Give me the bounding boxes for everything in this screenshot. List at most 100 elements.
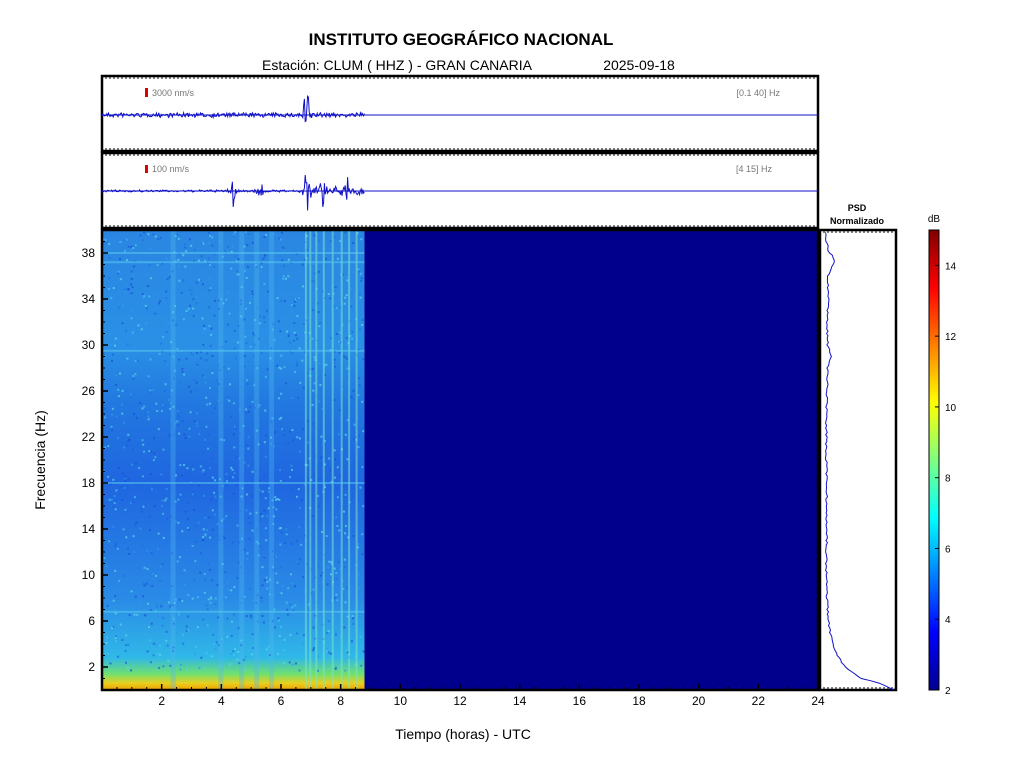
spectrogram-speckle — [247, 464, 250, 467]
spectrogram-speckle — [281, 584, 284, 587]
spectrogram-speckle — [254, 365, 257, 368]
spectrogram-speckle — [280, 531, 283, 534]
spectrogram-speckle — [206, 352, 209, 355]
spectrogram-speckle — [124, 644, 127, 647]
spectrogram-speckle — [244, 307, 247, 310]
spectrogram-speckle — [177, 498, 180, 501]
spectrogram-speckle — [105, 642, 108, 645]
spectrogram-speckle — [115, 640, 117, 643]
spectrogram-speckle — [126, 666, 129, 669]
spectrogram-speckle — [316, 302, 319, 305]
spectrogram-speckle — [333, 449, 336, 452]
spectrogram-speckle — [227, 291, 230, 294]
spectrogram-speckle — [148, 264, 151, 267]
spectrogram-speckle — [211, 457, 214, 460]
spectrogram-speckle — [126, 343, 129, 346]
spectrogram-speckle — [176, 410, 179, 412]
spectrogram-speckle — [228, 431, 231, 434]
spectrogram-speckle — [272, 304, 275, 307]
y-tick-label: 18 — [82, 476, 96, 490]
spectrogram-speckle — [360, 238, 363, 241]
spectrogram-stripe — [331, 230, 334, 690]
spectrogram-speckle — [235, 259, 238, 262]
spectrogram-speckle — [291, 352, 294, 355]
spectrogram-speckle — [205, 651, 208, 654]
spectrogram-speckle — [203, 327, 206, 330]
spectrogram-speckle — [262, 257, 265, 260]
spectrogram-panel: 2 4 6 8 10 12 14 16 18 20 22 24 261014182226303438 … — [32, 228, 825, 742]
spectrogram-speckle — [335, 577, 338, 580]
spectrogram-speckle — [172, 433, 175, 436]
spectrogram-speckle — [354, 655, 357, 658]
spectrogram-speckle — [259, 545, 262, 548]
spectrogram-speckle — [241, 537, 244, 540]
spectrogram-speckle — [165, 297, 168, 300]
spectrogram-speckle — [199, 279, 202, 282]
spectrogram-speckle — [240, 315, 242, 318]
spectrogram-speckle — [144, 498, 147, 500]
spectrogram-speckle — [278, 237, 281, 240]
spectrogram-speckle — [359, 328, 361, 331]
spectrogram-speckle — [196, 424, 199, 427]
spectrogram-speckle — [337, 433, 340, 436]
spectrogram-speckle — [325, 258, 328, 260]
spectrogram-speckle — [267, 646, 270, 648]
spectrogram-speckle — [283, 299, 286, 302]
spectrogram-speckle — [195, 281, 198, 284]
spectrogram-speckle — [162, 512, 165, 515]
spectrogram-speckle — [326, 650, 329, 653]
spectrogram-speckle — [103, 642, 106, 645]
spectrogram-speckle — [176, 234, 179, 237]
spectrogram-speckle — [334, 458, 337, 461]
spectrogram-speckle — [237, 273, 240, 276]
spectrogram-speckle — [330, 652, 333, 655]
spectrogram-speckle — [140, 544, 143, 547]
colorbar: dB 2 4 6 8 10 12 14 — [928, 214, 957, 697]
spectrogram-speckle — [130, 463, 133, 466]
spectrogram-speckle — [335, 307, 338, 310]
spectrogram-speckle — [110, 498, 113, 501]
spectrogram-speckle — [276, 498, 279, 500]
spectrogram-speckle — [287, 442, 290, 445]
spectrogram-speckle — [241, 379, 244, 382]
spectrogram-speckle — [130, 270, 133, 273]
spectrogram-speckle — [130, 249, 133, 251]
spectrogram-speckle — [200, 656, 203, 659]
spectrogram-speckle — [220, 438, 223, 441]
spectrogram-speckle — [353, 398, 356, 401]
spectrogram-speckle — [132, 374, 135, 377]
spectrogram-speckle — [362, 505, 365, 508]
spectrogram-speckle — [201, 242, 204, 245]
seismogram-panel-2: 100 nm/s [4 15] Hz — [100, 151, 820, 230]
spectrogram-speckle — [225, 473, 228, 476]
psd-curve — [824, 232, 894, 691]
spectrogram-speckle — [217, 364, 220, 367]
spectrogram-speckle — [256, 594, 259, 597]
spectrogram-speckle — [155, 644, 157, 647]
spectrogram-speckle — [162, 448, 165, 451]
spectrogram-speckle — [123, 421, 125, 424]
spectrogram-speckle — [293, 339, 296, 342]
spectrogram-speckle — [278, 418, 281, 421]
spectrogram-speckle — [121, 389, 124, 392]
y-tick-label: 22 — [82, 430, 96, 444]
spectrogram-speckle — [346, 458, 349, 461]
spectrogram-speckle — [149, 485, 152, 488]
spectrogram-speckle — [285, 483, 288, 486]
spectrogram-speckle — [195, 609, 198, 612]
spectrogram-speckle — [162, 616, 165, 619]
spectrogram-speckle — [329, 240, 332, 243]
spectrogram-speckle — [281, 231, 283, 234]
spectrogram-speckle — [324, 364, 326, 367]
psd-panel: PSD Normalizado — [818, 203, 898, 692]
spectrogram-speckle — [130, 277, 133, 280]
spectrogram-speckle — [259, 270, 262, 273]
spectrogram-speckle — [352, 389, 355, 392]
spectrogram-speckle — [317, 669, 319, 672]
spectrogram-speckle — [307, 420, 310, 423]
spectrogram-speckle — [187, 629, 190, 632]
colorbar-ticks: 2 4 6 8 10 12 14 — [935, 261, 957, 697]
spectrogram-speckle — [208, 242, 210, 244]
spectrogram-speckle — [158, 666, 161, 669]
spectrogram-speckle — [221, 638, 223, 641]
